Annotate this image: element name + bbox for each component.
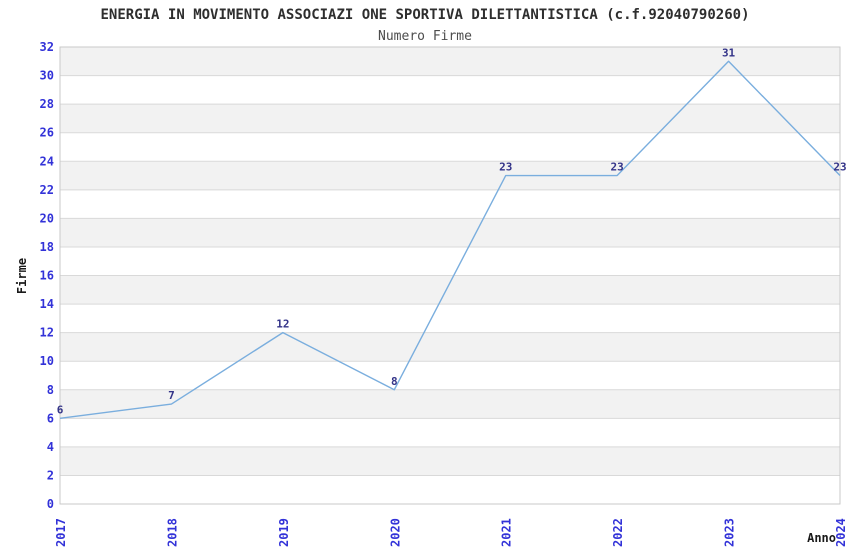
x-tick-label: 2024	[834, 518, 848, 547]
y-tick-label: 6	[47, 411, 54, 425]
y-tick-label: 30	[40, 69, 54, 83]
y-tick-label: 10	[40, 354, 54, 368]
point-label: 7	[168, 389, 175, 402]
x-tick-label: 2018	[165, 518, 179, 547]
y-tick-label: 32	[40, 40, 54, 54]
point-label: 23	[833, 161, 846, 174]
y-tick-label: 2	[47, 468, 54, 482]
grid-band	[60, 446, 840, 476]
plot-border	[59, 46, 841, 505]
grid-band	[60, 104, 840, 133]
y-tick-label: 8	[47, 383, 54, 397]
grid-band	[60, 275, 840, 305]
grid-band	[60, 161, 840, 190]
y-tick-label: 24	[40, 154, 54, 168]
grid-band	[60, 389, 840, 419]
grid-band	[60, 332, 840, 362]
point-label: 6	[57, 403, 64, 416]
chart-subtitle: Numero Firme	[378, 29, 472, 44]
x-tick-label: 2020	[388, 518, 402, 547]
x-tick-label: 2022	[611, 518, 625, 547]
x-tick-label: 2021	[500, 518, 514, 547]
y-tick-label: 12	[40, 326, 54, 340]
y-tick-label: 20	[40, 211, 54, 225]
chart-title: ENERGIA IN MOVIMENTO ASSOCIAZI ONE SPORT…	[100, 7, 749, 23]
grid-band	[60, 47, 840, 76]
point-label: 23	[499, 161, 512, 174]
point-label: 8	[391, 375, 398, 388]
grid-band	[60, 218, 840, 247]
y-tick-label: 4	[47, 440, 54, 454]
y-tick-label: 26	[40, 126, 54, 140]
y-axis-title: Firme	[15, 258, 29, 294]
plot-area: 0246810121416182022242628303220176201872…	[40, 40, 848, 547]
point-label: 12	[276, 318, 289, 331]
point-label: 23	[611, 161, 624, 174]
x-tick-label: 2019	[277, 518, 291, 547]
point-label: 31	[722, 46, 736, 59]
y-tick-label: 28	[40, 97, 54, 111]
y-tick-label: 22	[40, 183, 54, 197]
y-tick-label: 0	[47, 497, 54, 511]
x-tick-label: 2017	[54, 518, 68, 547]
data-line	[59, 60, 841, 420]
y-tick-label: 18	[40, 240, 54, 254]
x-axis-title: Anno	[807, 531, 836, 545]
y-tick-label: 14	[40, 297, 54, 311]
y-tick-label: 16	[40, 269, 54, 283]
x-tick-label: 2023	[723, 518, 737, 547]
